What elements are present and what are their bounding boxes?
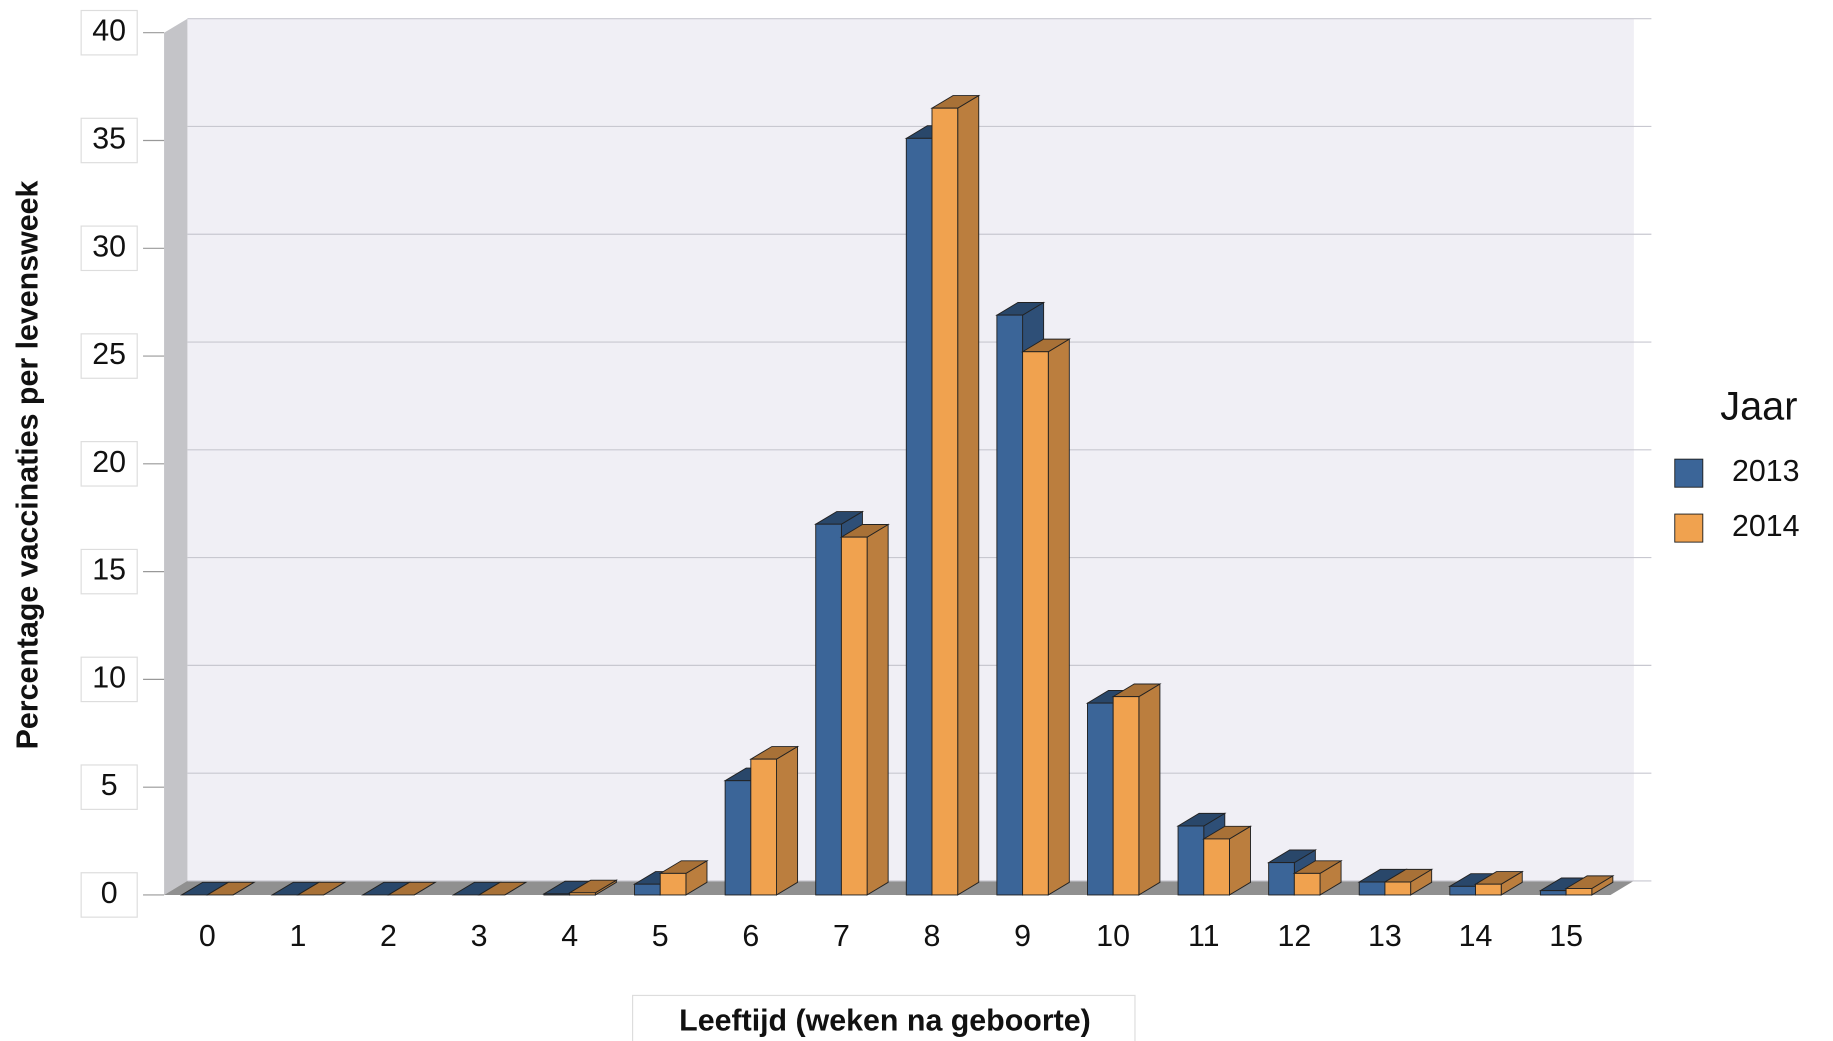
bar [996,314,1024,896]
legend-swatch [1674,458,1704,488]
bar-top [205,881,256,896]
bar [1384,881,1412,896]
bar [634,883,661,896]
x-tick-label: 13 [1368,920,1402,953]
bar-side [776,745,799,896]
bar [1475,883,1502,896]
y-tick-box [80,9,138,56]
x-title-box [632,994,1136,1041]
bar-side [1047,338,1070,896]
legend-swatch [1674,513,1704,543]
x-tick-label: 15 [1549,920,1583,953]
x-tick-label: 0 [199,920,216,953]
x-tick-label: 8 [924,920,941,953]
x-tick-label: 7 [833,920,850,953]
bar-side [957,94,980,896]
y-tick-label: 20 [92,446,126,479]
y-tick-label: 25 [92,338,126,371]
bar [1449,885,1476,896]
bar [905,137,933,896]
y-tick-box [80,333,138,379]
x-tick-label: 2 [380,920,397,953]
y-tick-box [80,656,138,703]
floor [164,880,1634,895]
y-tick-label: 0 [101,877,118,910]
x-tick-label: 9 [1014,920,1031,953]
y-tick-box [80,872,138,918]
legend-label: 2014 [1732,510,1800,543]
bar-top [386,881,437,896]
bar [931,107,959,896]
y-tick-box [80,548,138,595]
x-tick-label: 4 [561,920,578,953]
x-tick-label: 3 [471,920,488,953]
bar [840,536,868,896]
bar [724,780,752,896]
bar [1087,702,1114,896]
x-tick-label: 1 [289,920,306,953]
legend-label: 2013 [1732,455,1800,488]
bar [659,872,687,896]
y-tick-label: 30 [92,230,126,263]
y-tick-box [80,117,138,164]
y-axis-title: Percentage vaccinaties per levensweek [12,181,45,750]
bar-side [1138,683,1161,896]
bar [815,523,842,896]
x-tick-label: 10 [1096,920,1130,953]
bar [1539,890,1567,896]
bar [1268,862,1295,896]
bar [1203,838,1230,896]
y-tick-label: 5 [101,769,118,802]
bar [750,758,777,896]
legend-title: Jaar [1720,384,1797,428]
bar [1565,888,1593,896]
bar-side [866,523,889,896]
y-tick-label: 40 [92,15,126,48]
bar [1358,881,1386,896]
bar-top [296,881,347,896]
x-tick-label: 6 [742,920,759,953]
y-tick-label: 10 [92,661,126,694]
x-tick-label: 14 [1459,920,1493,953]
y-tick-box [80,441,138,487]
x-axis-title: Leeftijd (weken na geboorte) [679,1004,1091,1037]
y-tick-label: 15 [92,554,126,587]
bar [1177,825,1205,896]
x-tick-label: 5 [652,920,669,953]
bar-top [477,881,528,896]
x-tick-label: 11 [1188,920,1220,953]
y-tick-label: 35 [92,123,126,156]
bar [569,892,596,896]
bar [543,893,571,896]
bar [1112,696,1140,896]
x-tick-label: 12 [1277,920,1311,953]
y-tick-box [80,225,138,272]
bar [1293,872,1321,896]
side-wall [164,18,188,895]
y-tick-box [80,764,138,810]
bar [1022,351,1049,896]
